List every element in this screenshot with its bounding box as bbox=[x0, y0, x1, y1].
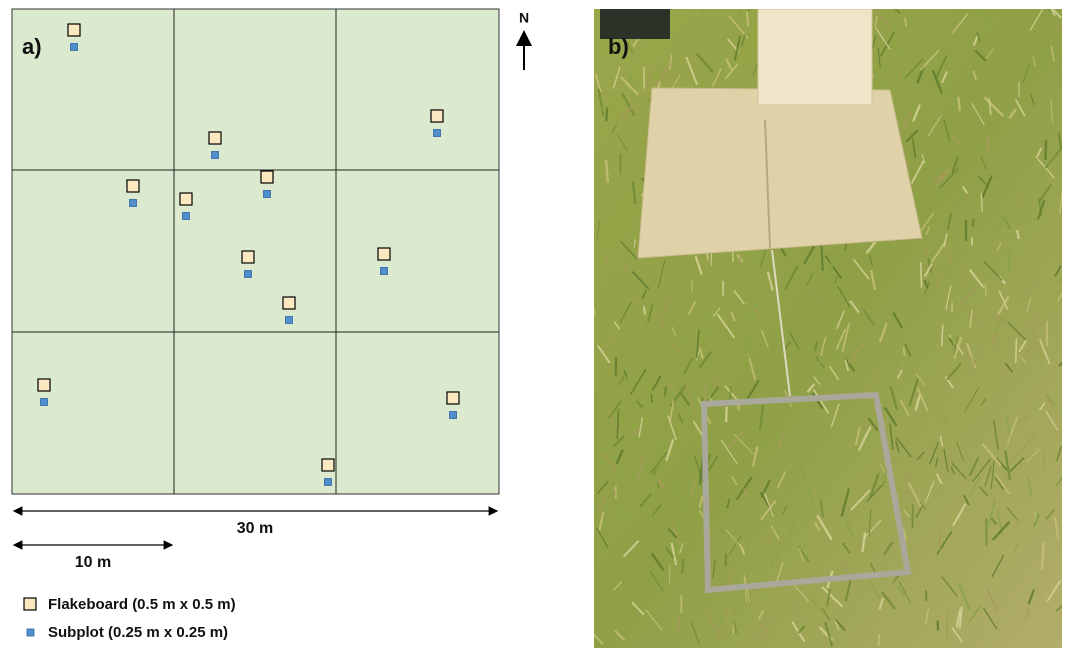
scale-label: 10 m bbox=[75, 554, 111, 571]
grass-blade bbox=[726, 407, 727, 422]
panel-label: a) bbox=[22, 34, 42, 59]
subplot-marker bbox=[41, 399, 48, 406]
grass-blade bbox=[747, 12, 748, 26]
flakeboard-marker bbox=[378, 248, 390, 260]
grass-blade bbox=[1045, 140, 1046, 160]
grass-blade bbox=[616, 357, 617, 376]
grass-blade bbox=[987, 136, 988, 155]
grass-blade bbox=[1016, 338, 1017, 363]
grass-blade bbox=[879, 634, 880, 646]
subplot-marker bbox=[183, 213, 190, 220]
flakeboard-marker bbox=[38, 379, 50, 391]
grass-blade bbox=[921, 262, 922, 288]
subplot-marker bbox=[71, 44, 78, 51]
flakeboard-marker bbox=[431, 110, 443, 122]
grass-blade bbox=[749, 339, 750, 359]
subplot-marker bbox=[264, 191, 271, 198]
grass-blade bbox=[1044, 48, 1045, 76]
grass-blade bbox=[644, 306, 645, 314]
subplot-marker bbox=[286, 317, 293, 324]
grass-blade bbox=[942, 325, 943, 346]
site-map: a) N 30 m 10 m Flakeboard (0.5 m x 0.5 m… bbox=[12, 9, 529, 641]
board-upright bbox=[758, 9, 872, 105]
grass-blade bbox=[665, 387, 666, 396]
grass-blade bbox=[606, 107, 607, 121]
grass-blade bbox=[973, 219, 974, 227]
subplot-marker bbox=[130, 200, 137, 207]
flakeboard-marker bbox=[68, 24, 80, 36]
subplot-marker bbox=[245, 271, 252, 278]
photo: b) bbox=[584, 0, 1072, 648]
flakeboard-marker bbox=[322, 459, 334, 471]
grass-blade bbox=[651, 393, 652, 402]
legend-label: Subplot (0.25 m x 0.25 m) bbox=[48, 624, 228, 641]
subplot-marker bbox=[212, 152, 219, 159]
grass-blade bbox=[1003, 366, 1004, 374]
grass-blade bbox=[981, 193, 982, 211]
grass-blade bbox=[904, 347, 905, 356]
grass-blade bbox=[621, 463, 622, 483]
grass-blade bbox=[587, 186, 595, 211]
grass-blade bbox=[981, 141, 982, 151]
plot-area bbox=[12, 9, 499, 494]
figure: a) N 30 m 10 m Flakeboard (0.5 m x 0.5 m… bbox=[0, 0, 1072, 648]
panel-label: b) bbox=[608, 34, 629, 59]
flakeboard-marker bbox=[261, 171, 273, 183]
flakeboard bbox=[638, 88, 922, 258]
grass-blade bbox=[744, 489, 746, 497]
subplot-marker bbox=[434, 130, 441, 137]
legend-swatch bbox=[27, 629, 34, 636]
grass-blade bbox=[958, 97, 960, 111]
subplot-marker bbox=[325, 479, 332, 486]
north-label: N bbox=[519, 10, 529, 26]
flakeboard-marker bbox=[127, 180, 139, 192]
grass-blade bbox=[606, 254, 607, 265]
grass-blade bbox=[671, 0, 673, 10]
grass-blade bbox=[821, 242, 822, 271]
subplot-marker bbox=[381, 268, 388, 275]
flakeboard-marker bbox=[283, 297, 295, 309]
grass-blade bbox=[720, 611, 721, 623]
flakeboard-marker bbox=[209, 132, 221, 144]
legend-label: Flakeboard (0.5 m x 0.5 m) bbox=[48, 596, 236, 613]
scale-label: 30 m bbox=[237, 520, 273, 537]
flakeboard-marker bbox=[447, 392, 459, 404]
subplot-marker bbox=[450, 412, 457, 419]
legend-swatch bbox=[24, 598, 36, 610]
flakeboard-marker bbox=[242, 251, 254, 263]
flakeboard-marker bbox=[180, 193, 192, 205]
grass-blade bbox=[725, 0, 727, 9]
